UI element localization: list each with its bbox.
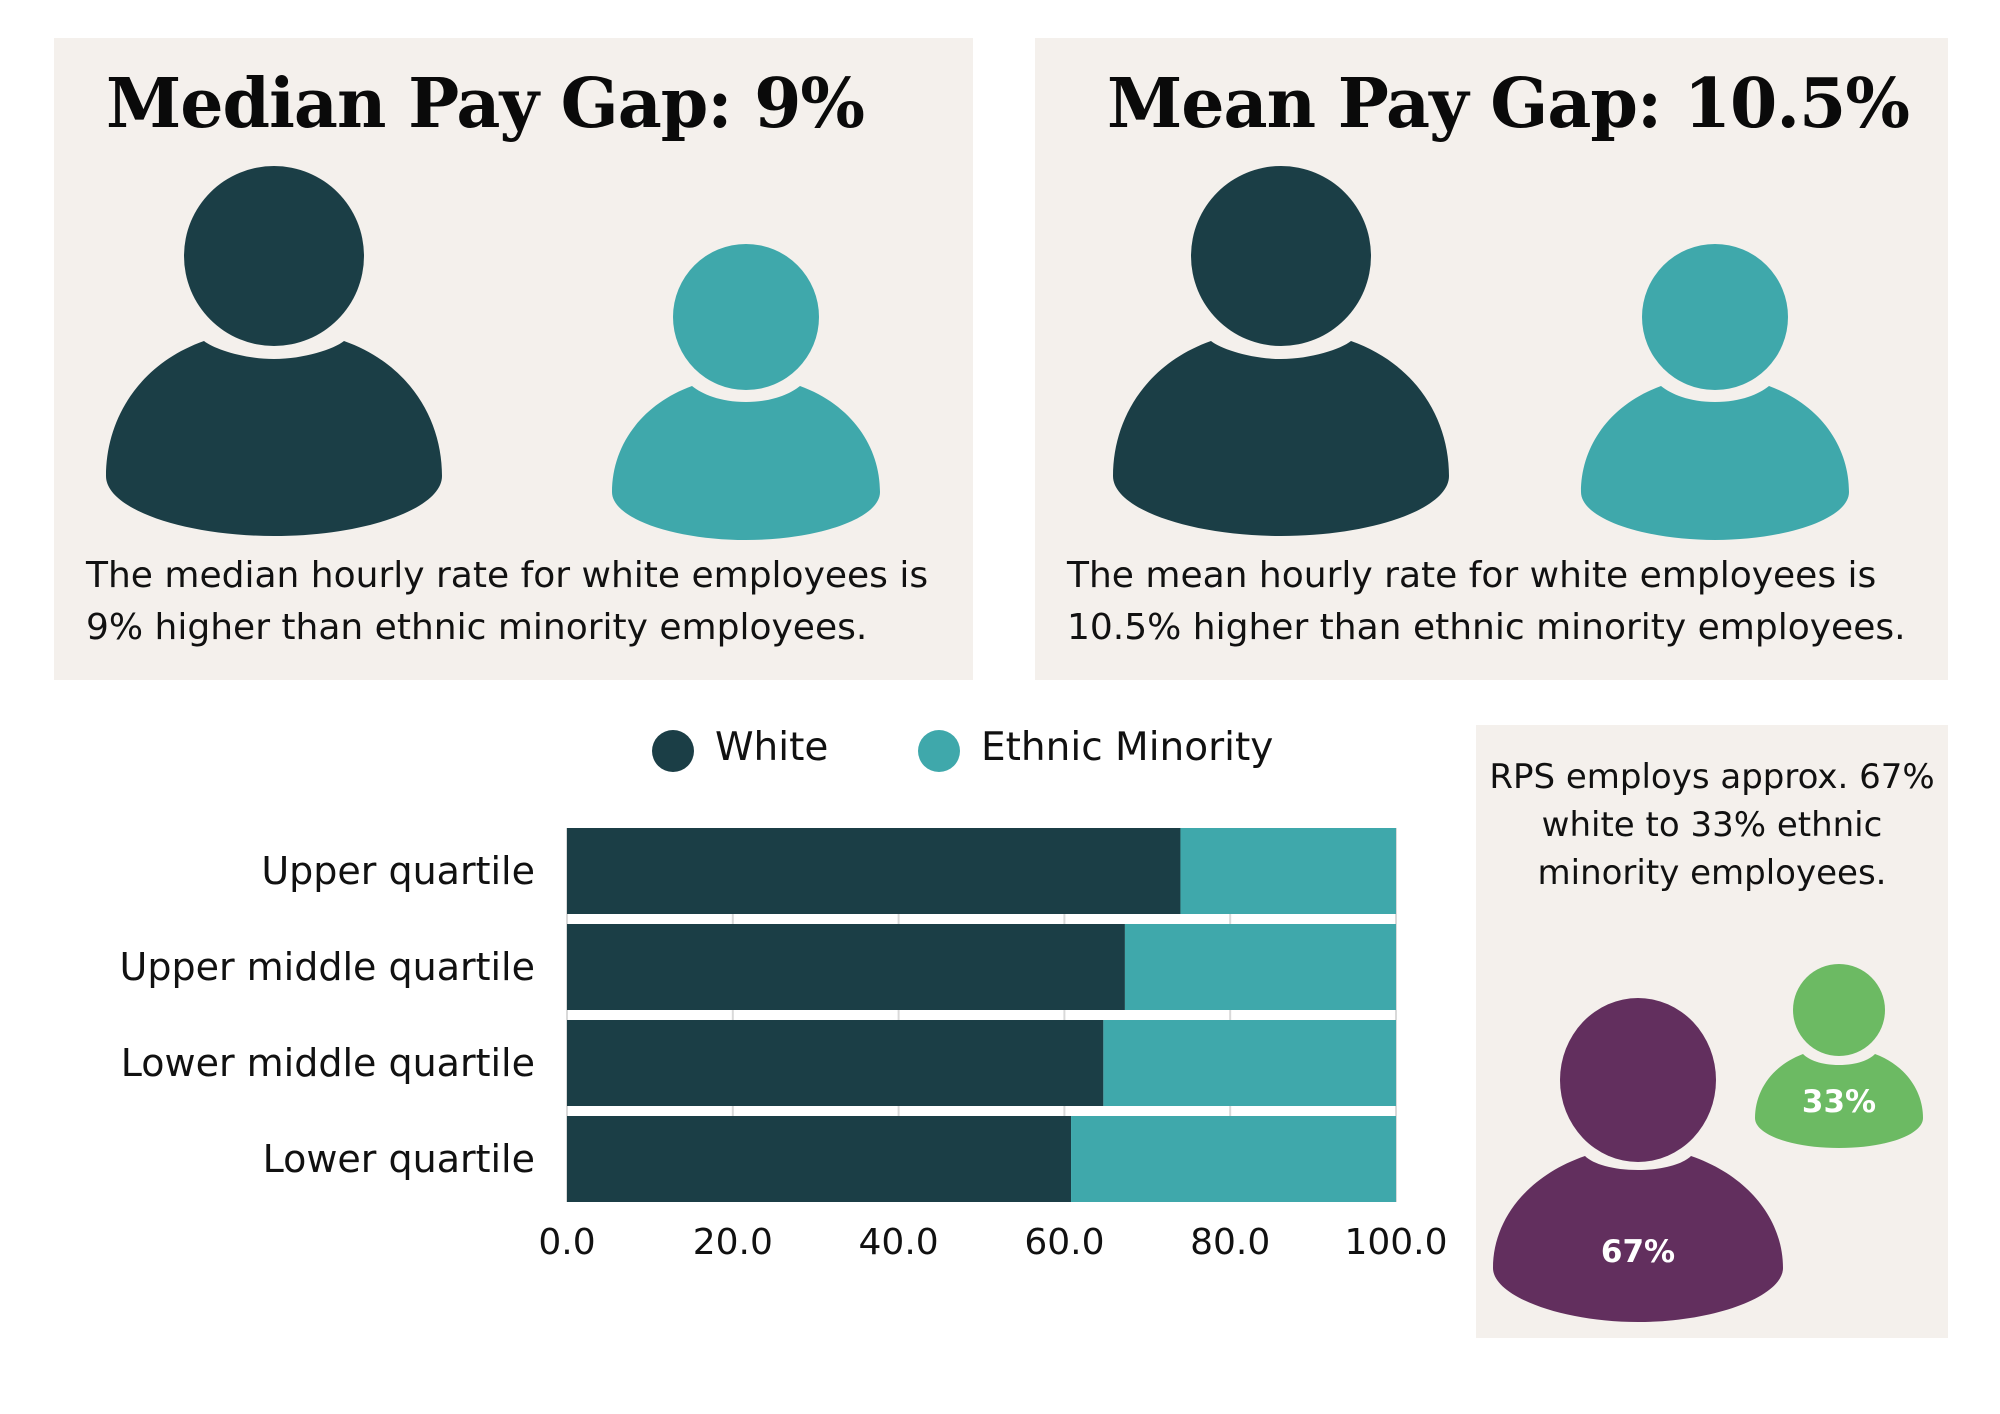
rps-white-pct-label: 67% [1601, 1234, 1675, 1270]
person-body [1581, 386, 1849, 540]
category-label: Lower middle quartile [121, 1041, 535, 1085]
x-tick-label: 60.0 [1024, 1222, 1104, 1263]
mean-pay-gap-description: The mean hourly rate for white employees… [1067, 555, 1906, 648]
bar-white [567, 1020, 1104, 1106]
category-label: Lower quartile [263, 1137, 535, 1181]
person-head [1642, 244, 1788, 390]
legend-label-ethnic-minority: Ethnic Minority [981, 725, 1274, 770]
person-head [1560, 998, 1716, 1162]
rps-white-person-icon: 67% [1493, 998, 1783, 1322]
rps-employment-text: RPS employs approx. 67% white to 33% eth… [1489, 757, 1935, 893]
ethnic-minority-person-icon [1581, 244, 1849, 540]
person-body [106, 341, 442, 536]
person-body [1113, 341, 1449, 536]
x-tick-label: 20.0 [693, 1222, 773, 1263]
x-tick-label: 100.0 [1344, 1222, 1447, 1263]
legend-dot-ethnic-minority [918, 730, 960, 772]
mean-pay-gap-panel: Mean Pay Gap: 10.5% The mean hourly rate… [1035, 38, 1948, 680]
mean-pay-gap-title: Mean Pay Gap: 10.5% [1107, 64, 1910, 144]
category-label: Upper quartile [261, 849, 535, 893]
bar-ethnic-minority [1180, 828, 1396, 914]
bar-ethnic-minority [1071, 1116, 1396, 1202]
median-pay-gap-description: The median hourly rate for white employe… [86, 555, 929, 648]
quartile-stacked-bar-chart: Upper quartile Upper middle quartile Lower… [120, 828, 1448, 1263]
bar-ethnic-minority [1103, 1020, 1396, 1106]
white-person-icon [106, 166, 442, 536]
bar-ethnic-minority [1124, 924, 1396, 1010]
legend-dot-white [652, 730, 694, 772]
person-head [673, 244, 819, 390]
person-body [1493, 1156, 1783, 1322]
person-body [1755, 1054, 1923, 1148]
bar-white [567, 828, 1181, 914]
bar-white [567, 1116, 1072, 1202]
median-pay-gap-title: Median Pay Gap: 9% [106, 64, 865, 144]
white-person-icon [1113, 166, 1449, 536]
bar-white [567, 924, 1125, 1010]
x-tick-label: 40.0 [859, 1222, 939, 1263]
ethnic-minority-person-icon [612, 244, 880, 540]
person-body [612, 386, 880, 540]
category-label: Upper middle quartile [120, 945, 535, 989]
rps-minority-person-icon: 33% [1755, 964, 1923, 1148]
x-tick-label: 80.0 [1190, 1222, 1270, 1263]
rps-employment-panel: RPS employs approx. 67% white to 33% eth… [1476, 725, 1948, 1338]
rps-minority-pct-label: 33% [1802, 1084, 1876, 1120]
person-head [1793, 964, 1885, 1056]
x-tick-label: 0.0 [538, 1222, 595, 1263]
person-head [1191, 166, 1371, 346]
legend-label-white: White [715, 725, 829, 770]
median-pay-gap-panel: Median Pay Gap: 9% The median hourly rat… [54, 38, 973, 680]
person-head [184, 166, 364, 346]
